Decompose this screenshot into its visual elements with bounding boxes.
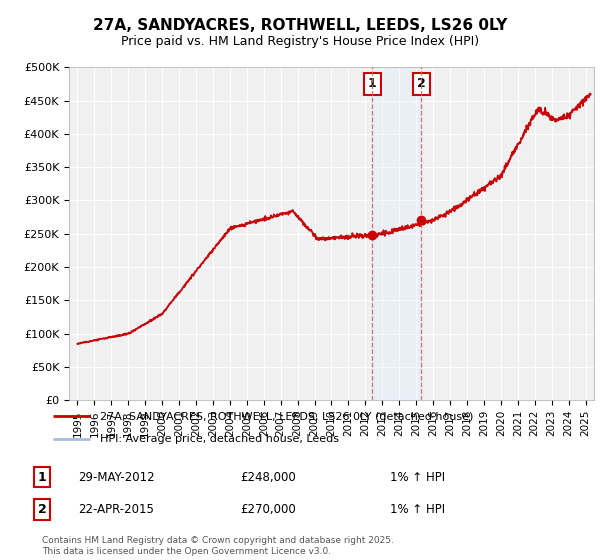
Text: 1: 1	[38, 470, 46, 484]
Text: 1% ↑ HPI: 1% ↑ HPI	[390, 470, 445, 484]
Text: 29-MAY-2012: 29-MAY-2012	[78, 470, 155, 484]
Text: £248,000: £248,000	[240, 470, 296, 484]
Text: 1: 1	[368, 77, 377, 90]
Text: 22-APR-2015: 22-APR-2015	[78, 503, 154, 516]
Text: 2: 2	[417, 77, 426, 90]
Text: Contains HM Land Registry data © Crown copyright and database right 2025.
This d: Contains HM Land Registry data © Crown c…	[42, 536, 394, 556]
Text: £270,000: £270,000	[240, 503, 296, 516]
Text: 1% ↑ HPI: 1% ↑ HPI	[390, 503, 445, 516]
Text: HPI: Average price, detached house, Leeds: HPI: Average price, detached house, Leed…	[100, 435, 339, 444]
Text: Price paid vs. HM Land Registry's House Price Index (HPI): Price paid vs. HM Land Registry's House …	[121, 35, 479, 49]
Text: 27A, SANDYACRES, ROTHWELL, LEEDS, LS26 0LY (detached house): 27A, SANDYACRES, ROTHWELL, LEEDS, LS26 0…	[100, 412, 473, 421]
Text: 2: 2	[38, 503, 46, 516]
Bar	[373, 67, 421, 400]
Text: 27A, SANDYACRES, ROTHWELL, LEEDS, LS26 0LY: 27A, SANDYACRES, ROTHWELL, LEEDS, LS26 0…	[93, 18, 507, 32]
